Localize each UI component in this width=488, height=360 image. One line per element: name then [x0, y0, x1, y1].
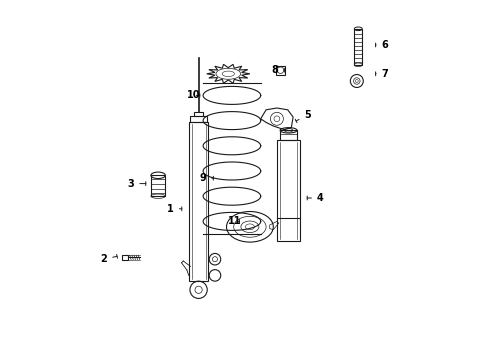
Bar	[188, 122, 208, 281]
Text: 6: 6	[375, 40, 387, 50]
Text: 5: 5	[295, 110, 310, 123]
Text: 10: 10	[186, 90, 200, 100]
Bar	[280, 130, 296, 140]
Bar	[275, 66, 285, 75]
Bar	[190, 116, 206, 122]
Bar	[122, 255, 127, 260]
Bar	[194, 112, 203, 116]
Bar	[276, 140, 300, 241]
Bar	[354, 29, 362, 65]
Text: 8: 8	[271, 65, 284, 75]
Text: 9: 9	[199, 173, 213, 183]
Text: 2: 2	[101, 254, 117, 264]
Text: 7: 7	[375, 69, 387, 79]
Text: 3: 3	[127, 179, 145, 189]
Text: 1: 1	[167, 204, 182, 214]
Text: 11: 11	[228, 216, 241, 226]
Text: 4: 4	[306, 193, 323, 203]
Bar	[151, 175, 165, 196]
